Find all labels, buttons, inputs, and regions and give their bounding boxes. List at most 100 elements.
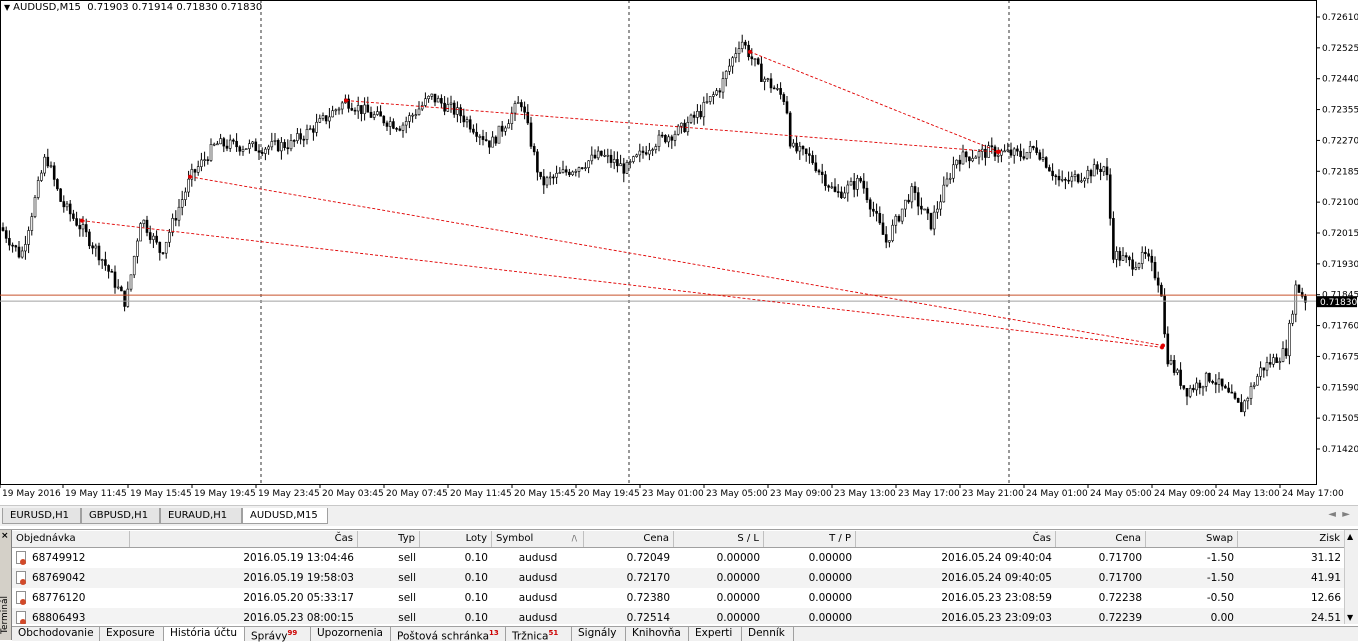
candle-body — [964, 151, 968, 158]
candle-body — [196, 166, 200, 173]
candle-body — [158, 241, 162, 253]
candle-body — [974, 156, 978, 159]
table-cell: 2016.05.20 05:33:17 — [130, 588, 358, 608]
candle-body — [1294, 284, 1298, 315]
table-cell: 0.00000 — [674, 588, 764, 608]
terminal-tab[interactable]: Signály — [572, 627, 626, 641]
col-tp[interactable]: T / P — [764, 531, 856, 547]
candle-body — [273, 140, 277, 142]
candle-body — [296, 133, 299, 141]
cell-text: 2016.05.23 23:08:59 — [941, 592, 1052, 604]
tab-scroll-right-icon[interactable]: ► — [1342, 509, 1350, 520]
table-row[interactable]: 68769042 2016.05.19 19:58:03 sell 0.10 audus… — [12, 568, 1345, 589]
candle-body — [30, 216, 34, 231]
vertical-scrollbar[interactable]: ▲ ▼ — [1344, 530, 1358, 624]
cell-text: 2016.05.24 09:40:04 — [941, 552, 1052, 564]
col-close-time[interactable]: Čas — [856, 531, 1056, 547]
col-order[interactable]: Objednávka — [12, 531, 130, 547]
col-swap[interactable]: Swap — [1146, 531, 1238, 547]
candle-body — [94, 245, 98, 249]
candle-body — [1291, 313, 1294, 324]
candle-body — [302, 138, 306, 141]
terminal-tab[interactable]: Obchodovanie — [12, 627, 100, 641]
price-chart[interactable]: 0.72610 0.72525 0.72440 0.72355 0.72270 0.721… — [0, 0, 1358, 500]
current-price-label: 0.71830 — [1320, 298, 1357, 308]
cell-text: 0.10 — [464, 612, 488, 624]
candle-body — [769, 78, 773, 89]
candle-body — [782, 94, 786, 102]
table-row[interactable]: 68749912 2016.05.19 13:04:46 sell 0.10 audus… — [12, 548, 1345, 569]
table-cell: 0.00000 — [674, 548, 764, 568]
candle-body — [184, 191, 187, 200]
table-row[interactable]: 68776120 2016.05.20 05:33:17 sell 0.10 audus… — [12, 588, 1345, 609]
chart-area[interactable]: 0.72610 0.72525 0.72440 0.72355 0.72270 0.721… — [0, 0, 1358, 500]
terminal-tabs-bar: Obchodovanie Exposure História účtu Správy9… — [12, 626, 1358, 643]
chart-tab-eurusd[interactable]: EURUSD,H1 — [2, 508, 81, 524]
candle-body — [616, 159, 619, 167]
chart-ohlc: 0.71903 0.71914 0.71830 0.71830 — [87, 2, 263, 13]
candle-body — [648, 150, 651, 155]
col-open-time[interactable]: Čas — [130, 531, 358, 547]
col-sl[interactable]: S / L — [674, 531, 764, 547]
candle-body — [708, 96, 712, 102]
candle-body — [206, 159, 210, 161]
terminal-tab[interactable]: Upozornenia — [311, 627, 391, 641]
candle-body — [1105, 166, 1109, 176]
candle-body — [1025, 151, 1029, 159]
trade-line — [345, 100, 999, 153]
candle-body — [996, 154, 1000, 157]
terminal-tab[interactable]: Experti — [689, 627, 742, 641]
col-profit[interactable]: Zisk — [1238, 531, 1345, 547]
scroll-down-icon[interactable]: ▼ — [1347, 613, 1354, 622]
table-cell: 0.00000 — [674, 568, 764, 588]
trade-line — [189, 176, 1164, 346]
candle-body — [948, 177, 952, 180]
chart-menu-icon[interactable]: ▼ — [4, 3, 11, 12]
candle-body — [750, 56, 754, 60]
candle-body — [235, 140, 238, 148]
candle-body — [856, 178, 859, 190]
chart-tab-gbpusd[interactable]: GBPUSD,H1 — [81, 508, 160, 524]
terminal-tab[interactable]: Denník — [742, 627, 794, 641]
cell-text: sell — [398, 612, 416, 624]
cell-text: 2016.05.24 09:40:05 — [941, 572, 1052, 584]
candle-body — [321, 115, 325, 119]
cell-text: 0.00 — [1210, 612, 1234, 624]
tab-scroll-arrows[interactable]: ◄ ► — [1328, 509, 1350, 520]
candle-body — [292, 140, 296, 142]
candle-body — [1137, 263, 1141, 268]
candle-body — [1195, 382, 1198, 391]
close-icon[interactable]: × — [1, 531, 9, 541]
col-close-price[interactable]: Cena — [1056, 531, 1146, 547]
terminal-tab[interactable]: História účtu — [164, 627, 245, 641]
candle-body — [17, 246, 21, 258]
scroll-up-icon[interactable]: ▲ — [1347, 532, 1354, 541]
candle-body — [120, 286, 123, 292]
tab-scroll-left-icon[interactable]: ◄ — [1328, 509, 1336, 520]
cell-text: 0.72238 — [1098, 592, 1142, 604]
cell-text: 0.10 — [464, 552, 488, 564]
time-tick-label: 20 May 07:45 — [386, 489, 448, 499]
col-open-price[interactable]: Cena — [584, 531, 674, 547]
terminal-tab[interactable]: Exposure — [100, 627, 164, 641]
col-type[interactable]: Typ — [358, 531, 420, 547]
candle-body — [817, 170, 821, 173]
chart-symbol: AUDUSD,M15 — [13, 2, 81, 13]
candle-body — [20, 250, 24, 258]
candle-body — [532, 146, 536, 153]
chart-tab-audusd[interactable]: AUDUSD,M15 — [242, 508, 328, 524]
candle-body — [612, 159, 616, 163]
col-symbol[interactable]: Symbol/\ — [492, 531, 584, 547]
candle-body — [1233, 392, 1237, 399]
candle-body — [1131, 259, 1134, 270]
candle-body — [1012, 148, 1016, 156]
candle-body — [958, 159, 962, 165]
table-row[interactable]: 68806493 2016.05.23 08:00:15 sell 0.10 audus… — [12, 608, 1345, 624]
cell-text: 68769042 — [32, 572, 86, 584]
time-tick-label: 24 May 01:00 — [1026, 489, 1088, 499]
candle-body — [43, 156, 46, 174]
terminal-tab[interactable]: Knihovňa — [626, 627, 689, 641]
col-lots[interactable]: Loty — [420, 531, 492, 547]
chart-tab-euraud[interactable]: EURAUD,H1 — [160, 508, 242, 524]
table-cell: 0.00000 — [764, 548, 856, 568]
